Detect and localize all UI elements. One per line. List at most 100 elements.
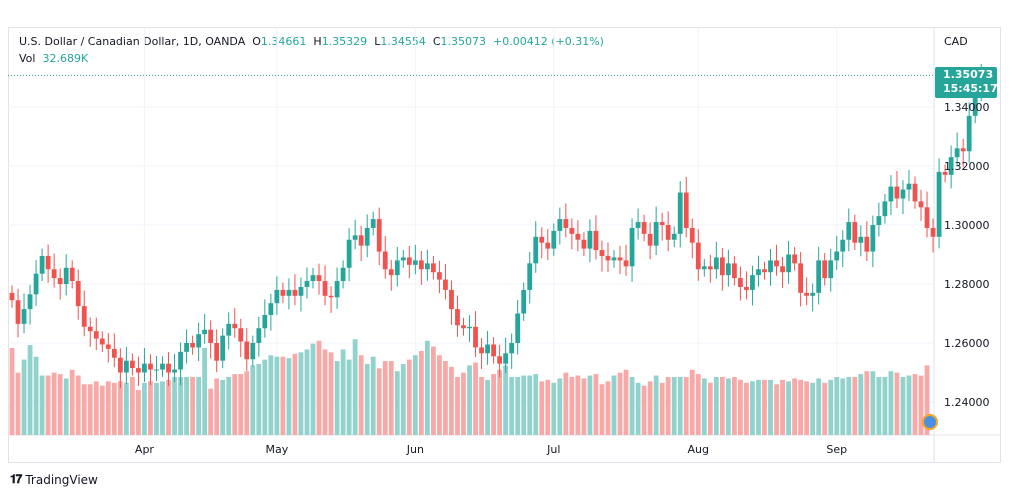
- candle-body: [545, 242, 551, 249]
- open-value: 1.34661: [260, 35, 307, 48]
- volume-bar: [21, 359, 27, 435]
- candle-body: [647, 233, 653, 246]
- candle-body: [479, 347, 484, 354]
- candle-body: [346, 239, 352, 268]
- volume-bar: [154, 382, 159, 435]
- volume-bar: [63, 378, 69, 435]
- volume-bar: [677, 377, 683, 435]
- volume-bar: [280, 356, 286, 435]
- candle-body: [840, 239, 846, 252]
- brand-name[interactable]: TradingView: [25, 472, 98, 487]
- volume-bar: [605, 381, 611, 435]
- volume-bar: [461, 372, 466, 435]
- volume-bar: [858, 374, 864, 435]
- candle-body: [581, 239, 587, 249]
- low-label: L: [374, 35, 381, 48]
- currency-label[interactable]: CAD: [944, 35, 968, 48]
- candle-body: [57, 278, 63, 284]
- candle-body: [798, 263, 804, 293]
- candle-body: [960, 148, 966, 152]
- candle-body: [557, 219, 563, 231]
- volume-bar: [9, 348, 15, 435]
- volume-bar: [804, 381, 810, 435]
- x-tick-label: May: [266, 443, 289, 456]
- volume-bar: [202, 348, 208, 435]
- candle-body: [130, 360, 135, 369]
- volume-bar: [623, 369, 629, 435]
- candle-body: [683, 192, 689, 228]
- volume-bar: [431, 346, 436, 435]
- candle-body: [418, 260, 424, 270]
- volume-bar: [695, 374, 701, 435]
- candle-body: [780, 266, 785, 273]
- candle-body: [190, 343, 195, 348]
- candle-body: [810, 292, 816, 296]
- volume-bar: [443, 361, 448, 435]
- volume-bar: [256, 363, 262, 435]
- volume-bar: [111, 382, 117, 435]
- candle-body: [918, 201, 924, 208]
- volume-bar: [292, 353, 298, 435]
- volume-bar: [57, 374, 63, 435]
- candle-body: [238, 328, 244, 342]
- candle-body: [340, 267, 346, 282]
- candle-body: [437, 272, 442, 280]
- candle-body: [719, 257, 725, 276]
- candle-body: [268, 303, 274, 315]
- x-tick-label: Aug: [688, 443, 709, 456]
- volume-bar: [93, 381, 99, 435]
- candle-body: [75, 281, 81, 307]
- candle-body: [123, 360, 129, 373]
- candle-body: [412, 260, 418, 265]
- candle-body: [750, 275, 755, 290]
- candle-body: [388, 269, 394, 276]
- candle-body: [876, 216, 882, 225]
- volume-bar: [485, 379, 490, 435]
- volume-bar: [418, 350, 424, 435]
- economic-event-icon[interactable]: [922, 414, 938, 430]
- candle-body: [45, 255, 51, 270]
- candle-body: [653, 222, 659, 246]
- volume-bar: [924, 365, 930, 435]
- volume-bar: [683, 377, 689, 435]
- volume-bar: [190, 377, 195, 435]
- volume-bar: [15, 372, 21, 435]
- high-value: 1.35329: [321, 35, 368, 48]
- volume-bar: [352, 339, 358, 435]
- price-chart[interactable]: 1.24000 1.26000 1.28000 1.30000 1.32000 1.340…: [8, 27, 1001, 463]
- candle-body: [966, 115, 972, 152]
- y-tick-label: 1.34000: [944, 101, 990, 114]
- candle-body: [732, 263, 737, 279]
- candle-body: [148, 363, 153, 370]
- volume-bar: [629, 377, 635, 435]
- volume-bar: [876, 377, 882, 435]
- candle-body: [527, 263, 533, 290]
- volume-bar: [394, 371, 400, 435]
- volume-bar: [178, 377, 183, 435]
- candle-body: [671, 233, 677, 240]
- y-tick-label: 1.26000: [944, 337, 990, 350]
- volume-bar: [310, 343, 316, 435]
- volume-bar: [467, 365, 472, 435]
- symbol-description[interactable]: U.S. Dollar / Canadian Dollar, 1D, OANDA: [19, 35, 246, 48]
- candle-body: [280, 289, 286, 296]
- candle-body: [611, 257, 617, 261]
- volume-bar: [822, 382, 828, 435]
- close-value: 1.35073: [440, 35, 487, 48]
- candle-body: [738, 278, 743, 287]
- candle-body: [154, 369, 159, 371]
- candle-body: [322, 281, 328, 296]
- candle-body: [364, 227, 370, 246]
- candle-body: [942, 171, 948, 175]
- volume-bar: [587, 375, 593, 435]
- volume-bar: [274, 356, 280, 435]
- candle-body: [226, 323, 232, 336]
- candle-body: [774, 260, 779, 267]
- volume-bar: [262, 359, 268, 435]
- y-tick-label: 1.28000: [944, 278, 990, 291]
- volume-label[interactable]: Vol: [19, 52, 36, 65]
- candle-body: [635, 222, 641, 228]
- candle-body: [214, 343, 220, 361]
- tradingview-logo-icon[interactable]: 𝟏𝟕: [10, 472, 22, 486]
- candle-body: [117, 357, 123, 373]
